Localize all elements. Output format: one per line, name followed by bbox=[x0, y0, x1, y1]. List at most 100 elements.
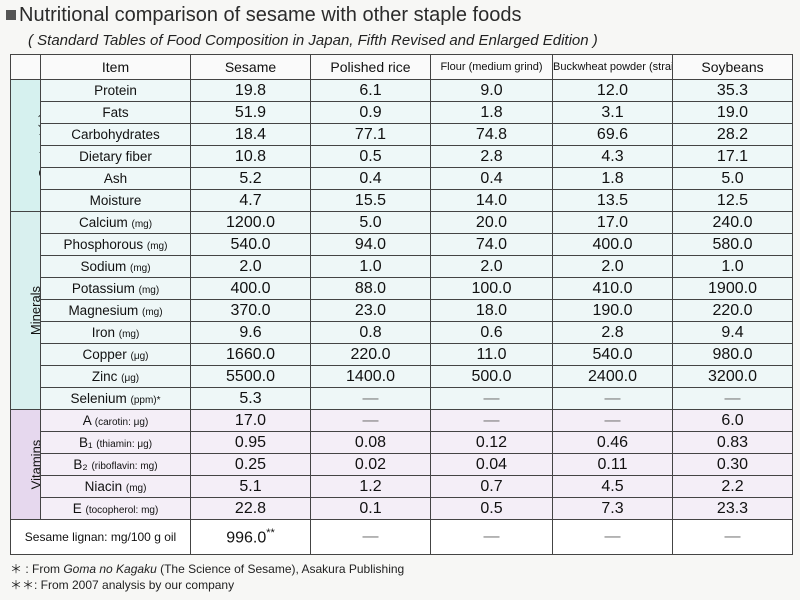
row-label-unit: (riboflavin: mg) bbox=[91, 461, 158, 472]
table-row: Minerals Calcium (mg) 1200.0 5.0 20.0 17.0 240… bbox=[10, 211, 793, 410]
cell-sesame: 0.25 bbox=[190, 453, 311, 476]
cell-flour: 100.0 bbox=[430, 277, 553, 300]
cell-sesame: 1200.0 bbox=[190, 211, 311, 234]
cell-buckwheat: 540.0 bbox=[552, 343, 673, 366]
cell-sesame: 5500.0 bbox=[190, 365, 311, 388]
cell-rice: — bbox=[310, 409, 431, 432]
cell-sesame: 370.0 bbox=[190, 299, 311, 322]
cell-flour: 0.6 bbox=[430, 321, 553, 344]
row-label-name: A bbox=[82, 413, 91, 428]
cell-rice: 1.0 bbox=[310, 255, 431, 278]
row-label-unit: (mg) bbox=[118, 329, 140, 340]
row-label-unit: (thiamin: μg) bbox=[96, 439, 153, 450]
row-label: Iron (mg) bbox=[40, 321, 191, 344]
cell-flour: 0.4 bbox=[430, 167, 553, 190]
cell-soybeans: 240.0 bbox=[672, 211, 793, 234]
row-label-unit: (mg) bbox=[129, 263, 151, 274]
row-label-name: Ash bbox=[103, 171, 128, 186]
table-row: B₁ (thiamin: μg) 0.95 0.08 0.12 0.46 0.83 bbox=[11, 431, 793, 454]
lignan-label: Sesame lignan: mg/100 g oil bbox=[10, 519, 191, 555]
row-label-name: Potassium bbox=[71, 281, 135, 296]
table-row-lignan: Sesame lignan: mg/100 g oil 996.0** — — — — bbox=[10, 519, 793, 555]
table-header-row: Item Sesame Polished rice Flour (medium … bbox=[10, 54, 793, 80]
cell-buckwheat: — bbox=[552, 519, 673, 555]
cell-sesame: 10.8 bbox=[190, 145, 311, 168]
cell-rice: — bbox=[310, 387, 431, 410]
cell-buckwheat: 2400.0 bbox=[552, 365, 673, 388]
row-label: Potassium (mg) bbox=[40, 277, 191, 300]
row-label-name: B₁ bbox=[78, 435, 93, 450]
cell-flour: 74.0 bbox=[430, 233, 553, 256]
cell-soybeans: 23.3 bbox=[672, 497, 793, 520]
row-label: A (carotin: μg) bbox=[40, 409, 191, 432]
cell-flour: 0.04 bbox=[430, 453, 553, 476]
cell-flour: 14.0 bbox=[430, 189, 553, 212]
cell-flour: 18.0 bbox=[430, 299, 553, 322]
cell-soybeans: 0.83 bbox=[672, 431, 793, 454]
row-label-name: B₂ bbox=[73, 457, 88, 472]
row-label: Ash bbox=[40, 167, 191, 190]
cell-soybeans: — bbox=[672, 387, 793, 410]
cell-sesame: 5.3 bbox=[190, 387, 311, 410]
row-label-unit: (mg) bbox=[146, 241, 168, 252]
cell-soybeans: 19.0 bbox=[672, 101, 793, 124]
cell-rice: 15.5 bbox=[310, 189, 431, 212]
group-label-text: Content (g) bbox=[36, 112, 41, 178]
row-label-name: Dietary fiber bbox=[79, 149, 152, 164]
group-label-text: Vitamins bbox=[28, 439, 41, 489]
cell-flour: 0.7 bbox=[430, 475, 553, 498]
cell-soybeans: 0.30 bbox=[672, 453, 793, 476]
cell-rice: 23.0 bbox=[310, 299, 431, 322]
page-subtitle: ( Standard Tables of Food Composition in… bbox=[28, 32, 598, 49]
cell-soybeans: 35.3 bbox=[672, 79, 793, 102]
cell-rice: 0.8 bbox=[310, 321, 431, 344]
row-label: Moisture bbox=[40, 189, 191, 212]
cell-soybeans: — bbox=[672, 519, 793, 555]
cell-flour: 500.0 bbox=[430, 365, 553, 388]
cell-flour: 9.0 bbox=[430, 79, 553, 102]
row-label: Zinc (μg) bbox=[40, 365, 191, 388]
cell-rice: 220.0 bbox=[310, 343, 431, 366]
row-label: Calcium (mg) bbox=[40, 211, 191, 234]
table-row: B₂ (riboflavin: mg) 0.25 0.02 0.04 0.11 0.30 bbox=[11, 453, 793, 476]
cell-sesame: 2.0 bbox=[190, 255, 311, 278]
row-label-name: Niacin bbox=[84, 479, 123, 494]
header-buckwheat: Buckwheat powder (straight) bbox=[552, 54, 673, 80]
lignan-footnote-mark: ** bbox=[266, 526, 275, 539]
row-label: Protein bbox=[40, 79, 191, 102]
header-soybeans: Soybeans bbox=[672, 54, 793, 80]
cell-soybeans: 1.0 bbox=[672, 255, 793, 278]
cell-soybeans: 3200.0 bbox=[672, 365, 793, 388]
table-row: E (tocopherol: mg) 22.8 0.1 0.5 7.3 23.3 bbox=[11, 497, 793, 520]
cell-buckwheat: 3.1 bbox=[552, 101, 673, 124]
cell-sesame: 5.2 bbox=[190, 167, 311, 190]
row-label-name: Calcium bbox=[78, 215, 128, 230]
table-row: Iron (mg) 9.6 0.8 0.6 2.8 9.4 bbox=[11, 321, 793, 344]
cell-flour: — bbox=[430, 519, 553, 555]
cell-soybeans: 980.0 bbox=[672, 343, 793, 366]
cell-buckwheat: 7.3 bbox=[552, 497, 673, 520]
cell-buckwheat: 4.5 bbox=[552, 475, 673, 498]
group-label-content: Content (g) bbox=[10, 79, 41, 212]
cell-flour: — bbox=[430, 409, 553, 432]
cell-sesame-lignan: 996.0** bbox=[190, 519, 311, 555]
cell-soybeans: 6.0 bbox=[672, 409, 793, 432]
row-label-unit: (mg) bbox=[131, 219, 153, 230]
cell-buckwheat: 69.6 bbox=[552, 123, 673, 146]
row-label-unit: (ppm)* bbox=[130, 395, 161, 406]
row-label-name: E bbox=[72, 501, 82, 516]
nutrition-table: Item Sesame Polished rice Flour (medium … bbox=[10, 54, 793, 555]
cell-soybeans: 1900.0 bbox=[672, 277, 793, 300]
cell-sesame: 19.8 bbox=[190, 79, 311, 102]
row-label-name: Selenium bbox=[70, 391, 127, 406]
row-label: Sodium (mg) bbox=[40, 255, 191, 278]
cell-sesame: 400.0 bbox=[190, 277, 311, 300]
row-label: Carbohydrates bbox=[40, 123, 191, 146]
footnote-2: ＊＊: From 2007 analysis by our company bbox=[10, 578, 235, 592]
row-label-unit: (mg) bbox=[141, 307, 163, 318]
cell-rice: 0.08 bbox=[310, 431, 431, 454]
cell-soybeans: 28.2 bbox=[672, 123, 793, 146]
table-row: Fats 51.9 0.9 1.8 3.1 19.0 bbox=[11, 101, 793, 124]
cell-sesame: 17.0 bbox=[190, 409, 311, 432]
cell-rice: 6.1 bbox=[310, 79, 431, 102]
